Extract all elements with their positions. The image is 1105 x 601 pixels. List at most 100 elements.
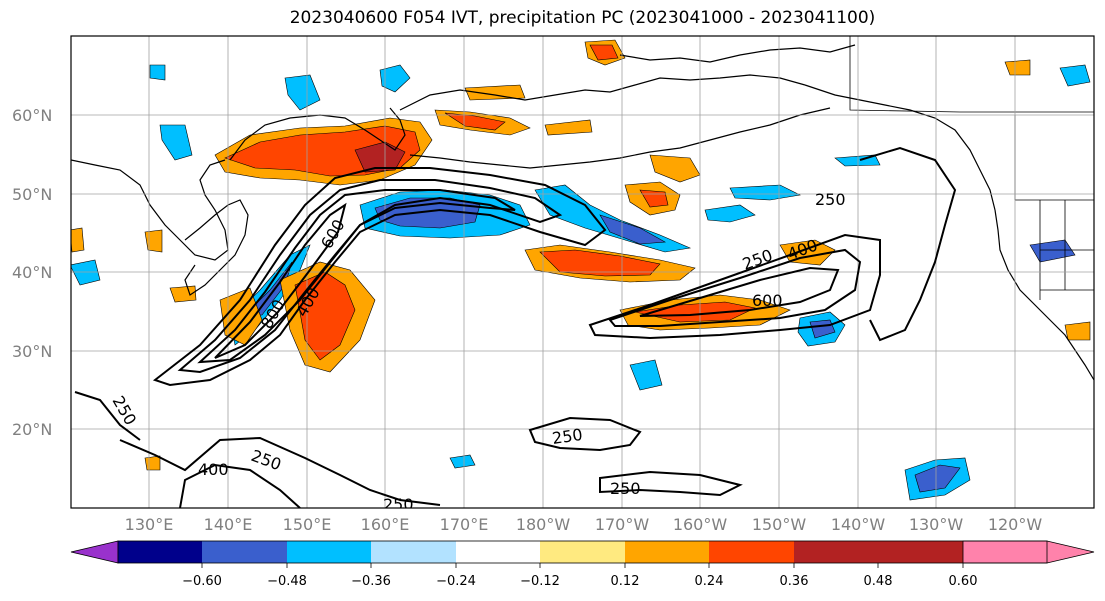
- map-title: 2023040600 F054 IVT, precipitation PC (2…: [289, 8, 876, 28]
- colorbar-segment: [794, 541, 878, 563]
- colorbar-segment: [540, 541, 625, 563]
- colorbar-segment: [287, 541, 371, 563]
- precip-positive-region: [589, 44, 619, 61]
- aleutians: [409, 107, 831, 169]
- kamchatka-coastline: [229, 107, 406, 161]
- colorbar-extend-low: [70, 540, 119, 564]
- lat-label: 20°N: [12, 420, 52, 439]
- precip-negative-region: [1059, 64, 1091, 87]
- colorbar-tick-label: 0.60: [949, 574, 978, 589]
- precip-positive-region: [144, 455, 161, 471]
- ivt-contour-600-east: [639, 266, 840, 317]
- lat-labels: 60°N 50°N 40°N 30°N 20°N: [12, 106, 52, 439]
- ivt-contour-250-main: [152, 167, 607, 387]
- colorbar-extend-high: [962, 540, 1095, 564]
- colorbar-segment: [625, 541, 709, 563]
- lat-label: 40°N: [12, 263, 52, 282]
- lon-label: 140°W: [831, 515, 886, 534]
- contour-label: 250: [551, 425, 584, 448]
- precip-negative-region: [629, 359, 663, 391]
- ivt-contour-600-main: [197, 189, 516, 364]
- precip-negative-region: [284, 74, 321, 111]
- precip-negative-region: [149, 64, 166, 81]
- contour-label: 250: [610, 479, 641, 498]
- colorbar-tick-label: 0.48: [864, 574, 893, 589]
- precip-positive-region: [1004, 59, 1031, 76]
- lon-label: 170°E: [440, 515, 489, 534]
- colorbar-outline: [117, 540, 1048, 564]
- ivt-contour-labels: 250 250 250 250 250 250 250 400 400 400 …: [109, 190, 846, 514]
- arctic-coastline: [619, 44, 856, 63]
- precip-positive-region: [779, 239, 836, 266]
- lon-label: 160°W: [673, 515, 728, 534]
- colorbar-segment: [456, 541, 540, 563]
- precip-negative-region: [71, 259, 101, 286]
- colorbar-segment: [709, 541, 794, 563]
- colorbar-tick-label: −0.48: [267, 574, 307, 589]
- map-frame: [70, 35, 1095, 509]
- graticule: [71, 36, 1094, 508]
- contour-label: 250: [815, 190, 846, 209]
- colorbar-tick-label: 0.24: [695, 574, 724, 589]
- precip-negative-region: [374, 197, 481, 229]
- precip-positive-region: [464, 84, 526, 101]
- precip-negative-region: [704, 204, 756, 223]
- contour-label: 400: [198, 460, 229, 479]
- lon-label: 160°E: [361, 515, 410, 534]
- lon-label: 180°W: [516, 515, 571, 534]
- asia-coastline: [71, 159, 229, 261]
- precip-positive-region: [539, 249, 661, 277]
- colorbar-tick-label: −0.24: [436, 574, 476, 589]
- precip-positive-region: [71, 227, 85, 253]
- colorbar-tick-label: 0.12: [611, 574, 640, 589]
- lon-label: 170°W: [595, 515, 650, 534]
- colorbar-segment: [118, 541, 202, 563]
- japan-coastline: [184, 199, 249, 296]
- canada-alaska-border: [849, 36, 961, 113]
- lon-label: 150°W: [752, 515, 807, 534]
- precip-positive-region: [354, 141, 406, 173]
- ivt-contour-250-west: [74, 391, 141, 441]
- ivt-contour-250-south: [119, 436, 441, 506]
- precip-positive-region: [444, 112, 506, 131]
- colorbar-tick-label: −0.12: [520, 574, 560, 589]
- lon-label: 140°E: [204, 515, 253, 534]
- precip-negative-region: [599, 214, 667, 245]
- ivt-contour-250-mid2: [599, 470, 743, 497]
- na-west-coastline: [994, 209, 1094, 381]
- contour-label: 250: [383, 495, 414, 514]
- ivt-contour-250-east: [588, 233, 881, 340]
- lat-label: 30°N: [12, 342, 52, 361]
- precip-positive-region: [649, 154, 701, 183]
- precip-negative-region: [449, 454, 476, 469]
- colorbar-segment: [202, 541, 287, 563]
- ivt-contours: [74, 146, 957, 508]
- ivt-contour-250-mid: [528, 416, 642, 452]
- lon-label: 150°E: [283, 515, 332, 534]
- alaska-coastline: [804, 84, 996, 211]
- ivt-contour-250-alaska: [859, 146, 957, 342]
- precip-shading: [71, 39, 1091, 501]
- precip-negative-region: [1029, 239, 1076, 263]
- ivt-contour-400-south: [179, 463, 301, 508]
- colorbar-segment: [371, 541, 456, 563]
- lon-labels: 130°E 140°E 150°E 160°E 170°E 180°W 170°…: [125, 515, 1043, 534]
- lon-label: 120°W: [988, 515, 1043, 534]
- lon-label: 130°E: [125, 515, 174, 534]
- colorbar: −0.60 −0.48 −0.36 −0.24 −0.12 0.12 0.24 …: [70, 540, 1095, 589]
- precip-positive-region: [544, 119, 593, 136]
- lon-label: 130°W: [909, 515, 964, 534]
- precip-negative-region: [729, 184, 801, 201]
- us-state-borders: [1039, 200, 1094, 300]
- coastlines: [71, 44, 1094, 381]
- bering-coastline: [399, 74, 806, 111]
- colorbar-tick-label: −0.60: [182, 574, 222, 589]
- lat-label: 60°N: [12, 106, 52, 125]
- precip-positive-region: [144, 229, 163, 253]
- contour-label: 600: [752, 291, 783, 310]
- lat-label: 50°N: [12, 185, 52, 204]
- colorbar-segment-upper: [878, 541, 963, 563]
- ivt-contour-400-east: [608, 248, 862, 327]
- colorbar-tick-label: 0.36: [780, 574, 809, 589]
